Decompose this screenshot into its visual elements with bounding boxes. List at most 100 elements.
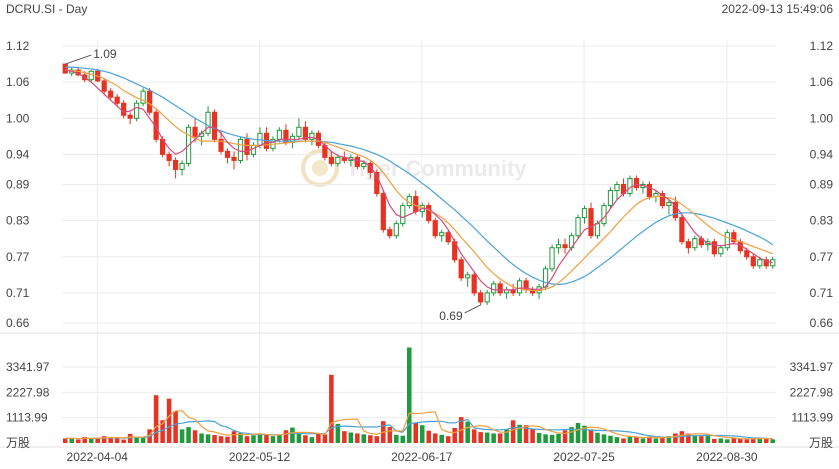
price-tick-right: 0.71	[810, 286, 834, 300]
candle-body	[147, 90, 153, 113]
volume-bar	[335, 423, 341, 443]
timestamp: 2022-09-13 15:49:06	[721, 2, 833, 16]
volume-bar	[121, 439, 126, 443]
candle-body	[237, 138, 244, 161]
volume-bar	[199, 433, 204, 443]
candle-body	[478, 292, 484, 303]
candle-body	[549, 247, 555, 270]
volume-bar	[186, 427, 191, 443]
volume-bar	[368, 435, 373, 443]
volume-bar	[329, 374, 334, 443]
volume-tick-right: 万股	[809, 436, 833, 450]
volume-bar	[595, 432, 600, 443]
candle-body	[192, 126, 198, 137]
price-tick-right: 1.00	[810, 111, 834, 125]
candle-body	[718, 247, 724, 255]
volume-bar	[95, 437, 100, 443]
volume-bar	[582, 425, 587, 443]
low-annotation-leader	[464, 304, 481, 314]
price-tick-right: 0.66	[810, 316, 834, 330]
price-tick-right: 1.12	[810, 39, 834, 53]
volume-bar	[744, 439, 750, 443]
volume-bar	[88, 438, 94, 443]
volume-tick-right: 3341.97	[790, 360, 834, 374]
price-tick-left: 0.94	[6, 147, 30, 161]
symbol-title: DCRU.SI - Day	[6, 2, 88, 16]
volume-bar	[101, 436, 107, 443]
x-tick-label: 2022-06-17	[391, 450, 453, 464]
volume-bar	[725, 439, 730, 443]
candle-body	[205, 111, 211, 134]
candle-body	[127, 114, 133, 119]
watermark-text: Tiger Community	[346, 156, 527, 181]
volume-bar	[751, 438, 756, 443]
volume-bar	[763, 438, 769, 443]
candle-body	[555, 244, 562, 249]
volume-tick-left: 1113.99	[6, 411, 48, 425]
price-tick-left: 0.83	[6, 214, 30, 228]
candle-body	[581, 208, 588, 219]
candle-body	[672, 202, 679, 219]
volume-bar	[400, 435, 406, 443]
volume-bar	[686, 433, 691, 443]
volume-bar	[666, 436, 672, 443]
candle-body	[88, 70, 94, 81]
candle-body	[211, 111, 218, 140]
volume-bar	[374, 436, 380, 443]
price-tick-left: 1.12	[6, 39, 30, 53]
volume-bar	[569, 427, 574, 443]
candle-body	[666, 202, 672, 207]
volume-bar	[283, 430, 289, 443]
candle-body	[114, 96, 120, 104]
candle-body	[153, 111, 159, 140]
ma-slow-line	[65, 66, 774, 286]
candle-body	[374, 171, 380, 195]
volume-bar	[244, 436, 250, 443]
volume-bar	[692, 435, 698, 443]
volume-bar	[647, 436, 652, 443]
candle-body	[108, 90, 114, 98]
volume-tick-left: 万股	[6, 436, 30, 450]
candle-body	[484, 292, 490, 303]
volume-bar	[627, 436, 633, 443]
volume-bar	[549, 434, 555, 443]
candle-body	[224, 150, 231, 158]
volume-bar	[179, 429, 185, 443]
low-annotation-label: 0.69	[439, 309, 463, 323]
volume-bar	[738, 438, 743, 443]
volume-bar	[556, 433, 561, 443]
candle-body	[633, 177, 640, 189]
volume-tick-left: 2227.98	[6, 385, 50, 399]
volume-bar	[290, 427, 295, 443]
volume-bar	[277, 434, 282, 443]
candle-body	[413, 196, 419, 213]
volume-bar	[238, 432, 243, 443]
candle-body	[309, 132, 315, 140]
volume-bar	[523, 425, 529, 443]
volume-bar	[75, 439, 81, 443]
price-tick-right: 0.89	[810, 178, 834, 192]
candle-body	[750, 256, 756, 267]
volume-tick-left: 3341.97	[6, 360, 50, 374]
candle-body	[763, 259, 769, 267]
volume-bar	[134, 436, 139, 443]
volume-bar	[575, 422, 581, 443]
volume-bar	[218, 436, 224, 443]
volume-bar	[478, 432, 483, 443]
volume-bar	[608, 435, 613, 443]
volume-bar	[504, 429, 509, 443]
candle-body	[724, 232, 730, 249]
candle-body	[432, 220, 438, 237]
candle-body	[244, 138, 250, 155]
volume-bar	[322, 434, 328, 443]
candle-body	[731, 232, 737, 243]
ma-fast-line	[65, 69, 773, 291]
candle-body	[400, 205, 406, 225]
price-tick-left: 1.00	[6, 111, 30, 125]
price-tick-left: 0.77	[6, 250, 30, 264]
volume-bar	[296, 433, 302, 443]
candle-body	[393, 223, 399, 237]
volume-bar	[699, 436, 704, 443]
candle-body	[744, 250, 750, 258]
